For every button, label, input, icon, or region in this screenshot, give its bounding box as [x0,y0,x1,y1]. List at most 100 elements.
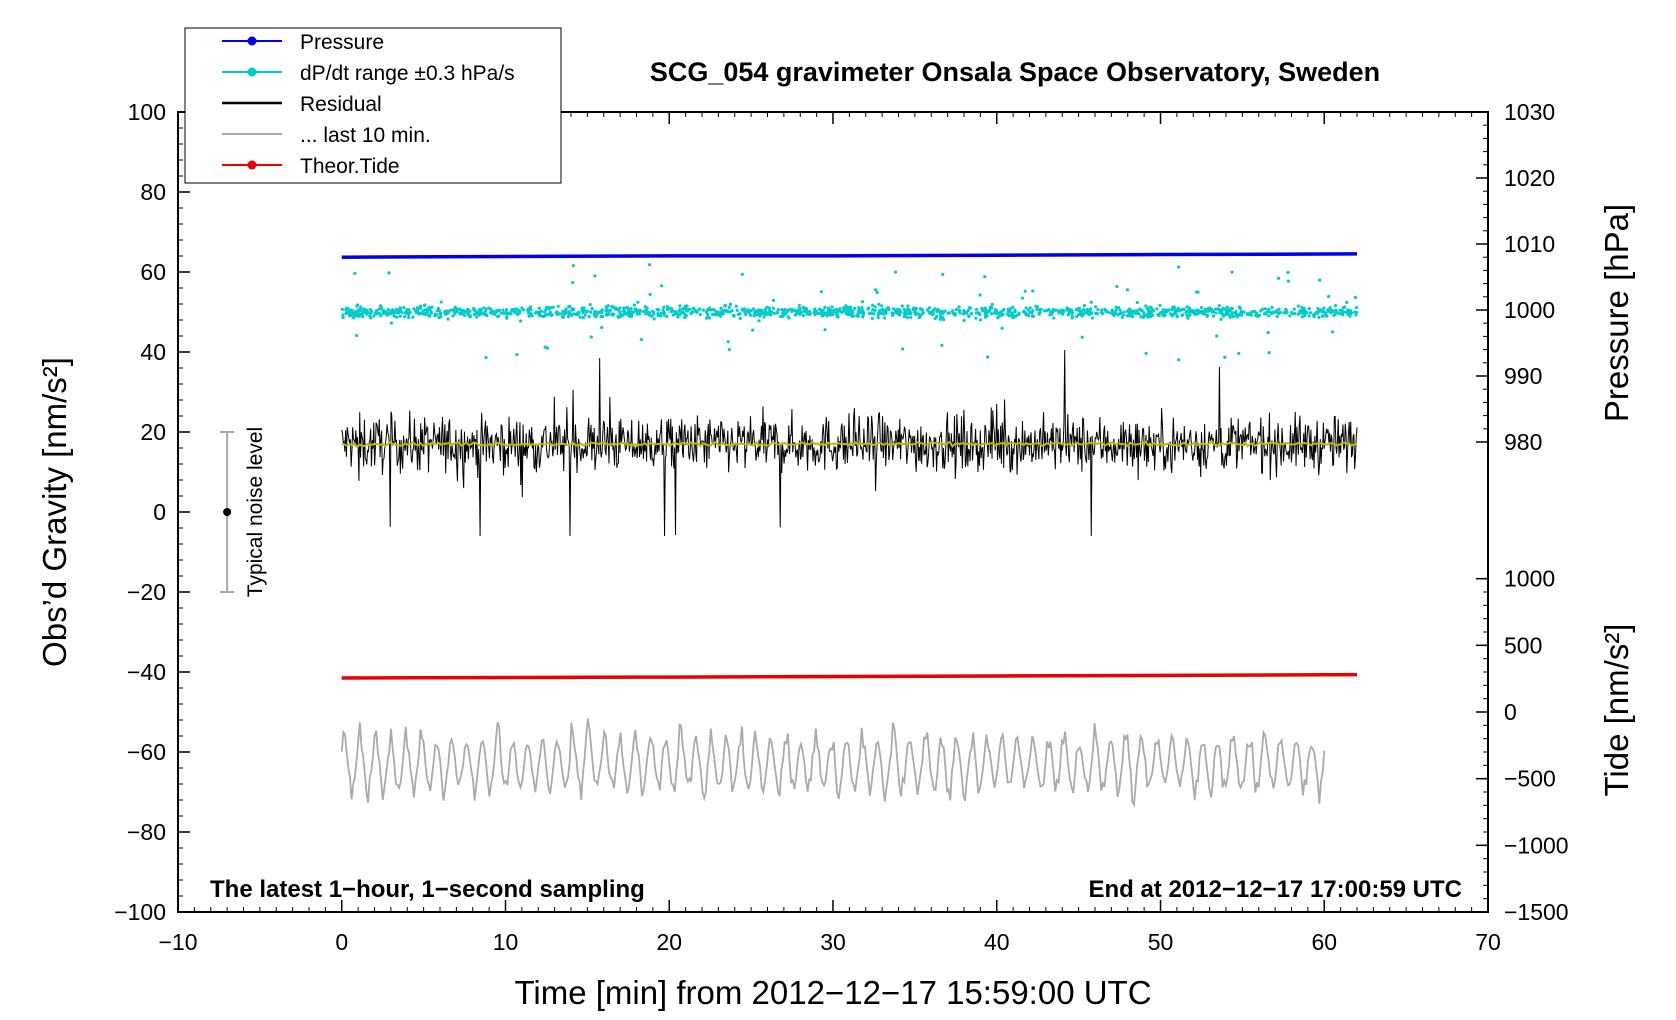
dpdt-point [1326,294,1331,299]
dpdt-point [726,340,730,344]
legend-swatch-dot [247,67,257,77]
axes: −10 0 10 20 30 40 50 60 70100806040200−20−40−60−… [114,99,1568,955]
dpdt-point [983,315,987,319]
dpdt-point [644,312,648,316]
dpdt-point [676,315,680,319]
dpdt-point [1273,310,1277,314]
dpdt-point [768,313,772,317]
dpdt-point [823,305,827,309]
dpdt-point [1143,314,1148,318]
dpdt-point [1312,315,1316,319]
annotation-sampling: The latest 1−hour, 1−second sampling [210,876,645,903]
residual-line [341,349,1358,537]
dpdt-point [894,270,898,274]
dpdt-point [876,316,880,320]
dpdt-point [341,316,345,320]
dpdt-point [1290,310,1294,315]
dpdt-point [468,309,472,314]
dpdt-point [990,302,994,306]
dpdt-point [978,318,983,322]
dpdt-point [1237,351,1241,355]
dpdt-point [1060,308,1064,312]
dpdt-point [1355,305,1359,310]
dpdt-point [430,305,434,309]
dpdt-point [941,311,945,316]
dpdt-point [759,312,763,316]
pressure-tick-label: 1030 [1504,99,1555,125]
dpdt-point [388,309,392,314]
dpdt-point [392,314,396,318]
dpdt-point [1031,308,1035,313]
y-left-tick-label: 40 [140,339,166,365]
dpdt-point [698,307,702,311]
dpdt-point [629,307,633,311]
dpdt-point [1077,309,1081,313]
dpdt-point [748,313,753,317]
noise-bar-center [223,508,232,516]
y-left-tick-label: −80 [127,819,166,845]
x-tick-label: 20 [656,929,682,955]
dpdt-point [408,310,412,314]
x-tick-label: 40 [984,929,1010,955]
dpdt-point [477,309,481,313]
dpdt-point [920,308,924,312]
y-left-tick-label: −60 [127,739,166,765]
dpdt-point [505,315,509,319]
dpdt-point [877,312,881,316]
y-axis-left-label: Obs’d Gravity [nm/s²] [36,357,73,667]
dpdt-point [913,306,918,311]
dpdt-point [590,307,594,311]
dpdt-point [751,328,755,332]
tide-tick-label: 0 [1504,699,1517,725]
dpdt-point [1028,306,1032,310]
dpdt-point [661,308,665,312]
residual-smoothed-line [341,439,1358,449]
dpdt-point [1024,306,1028,310]
dpdt-point [996,316,1000,320]
dpdt-point [721,309,725,313]
x-tick-label: 0 [335,929,348,955]
dpdt-point [384,310,388,314]
dpdt-point [560,315,564,319]
dpdt-point [340,307,344,311]
dpdt-point [947,311,952,315]
dpdt-point [1128,314,1132,318]
dpdt-point [1342,305,1347,309]
dpdt-point [366,311,370,315]
dpdt-point [830,313,834,317]
dpdt-point [678,307,682,312]
dpdt-point [1066,313,1070,317]
dpdt-point [1307,314,1311,318]
dpdt-point [1035,305,1039,309]
dpdt-point [571,280,575,285]
y-left-tick-label: 20 [140,419,166,445]
dpdt-point [453,305,457,309]
dpdt-point [491,311,495,315]
dpdt-point [890,313,895,317]
dpdt-point [1248,311,1252,315]
dpdt-point [925,308,929,312]
dpdt-point [456,307,461,311]
dpdt-point [350,314,354,318]
dpdt-point [1330,309,1334,313]
dpdt-point [1229,306,1233,311]
dpdt-point [1330,330,1335,334]
dpdt-point [405,308,409,312]
dpdt-point [1334,308,1338,312]
dpdt-point [683,304,688,308]
dpdt-point [1286,279,1291,283]
dpdt-point [728,310,732,314]
dpdt-point [437,316,441,320]
dpdt-point [1144,304,1148,308]
annotation-end-time: End at 2012−12−17 17:00:59 UTC [1088,876,1462,903]
dpdt-point [931,311,935,316]
dpdt-point [1267,314,1271,318]
dpdt-point [1198,310,1202,314]
dpdt-point [1037,312,1041,316]
dpdt-point [740,272,744,276]
dpdt-point [1140,309,1144,313]
dpdt-point [648,292,652,296]
dpdt-point [1006,309,1011,313]
dpdt-point [662,311,666,315]
dpdt-point [835,310,839,314]
